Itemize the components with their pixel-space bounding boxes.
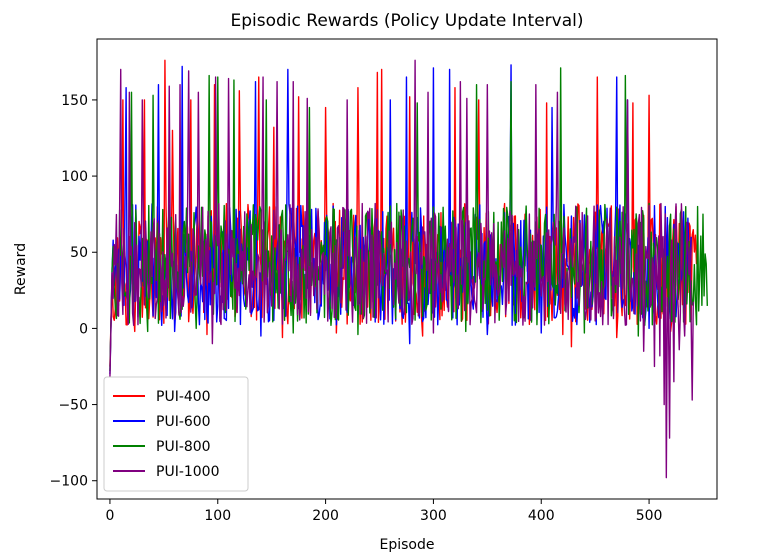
x-tick-label: 0: [105, 508, 114, 524]
y-tick-label: 50: [70, 245, 88, 261]
axis-ticks: 0 100 200 300 400 500 −100 −50 0 50 100 150: [50, 93, 663, 524]
legend-label: PUI-600: [156, 414, 211, 430]
x-tick-label: 500: [636, 508, 663, 524]
x-tick-label: 300: [420, 508, 447, 524]
y-tick-label: −50: [58, 398, 88, 414]
series-lines: [109, 59, 708, 479]
legend-box: [103, 376, 249, 492]
y-tick-label: 0: [79, 321, 88, 337]
y-axis-label: Reward: [13, 243, 29, 295]
x-tick-label: 400: [528, 508, 555, 524]
y-tick-label: 150: [61, 93, 88, 109]
y-tick-label: −100: [50, 474, 88, 490]
chart-title: Episodic Rewards (Policy Update Interval…: [231, 11, 584, 31]
legend-label: PUI-800: [156, 439, 211, 455]
y-tick-label: 100: [61, 169, 88, 185]
series-line-pui-1000: [109, 59, 694, 479]
legend-label: PUI-1000: [156, 464, 220, 480]
legend-label: PUI-400: [156, 389, 211, 405]
x-axis-label: Episode: [380, 537, 435, 553]
x-tick-label: 100: [204, 508, 231, 524]
plot-area-frame: [96, 38, 718, 500]
legend: PUI-400 PUI-600 PUI-800 PUI-1000: [103, 376, 249, 492]
x-tick-label: 200: [312, 508, 339, 524]
